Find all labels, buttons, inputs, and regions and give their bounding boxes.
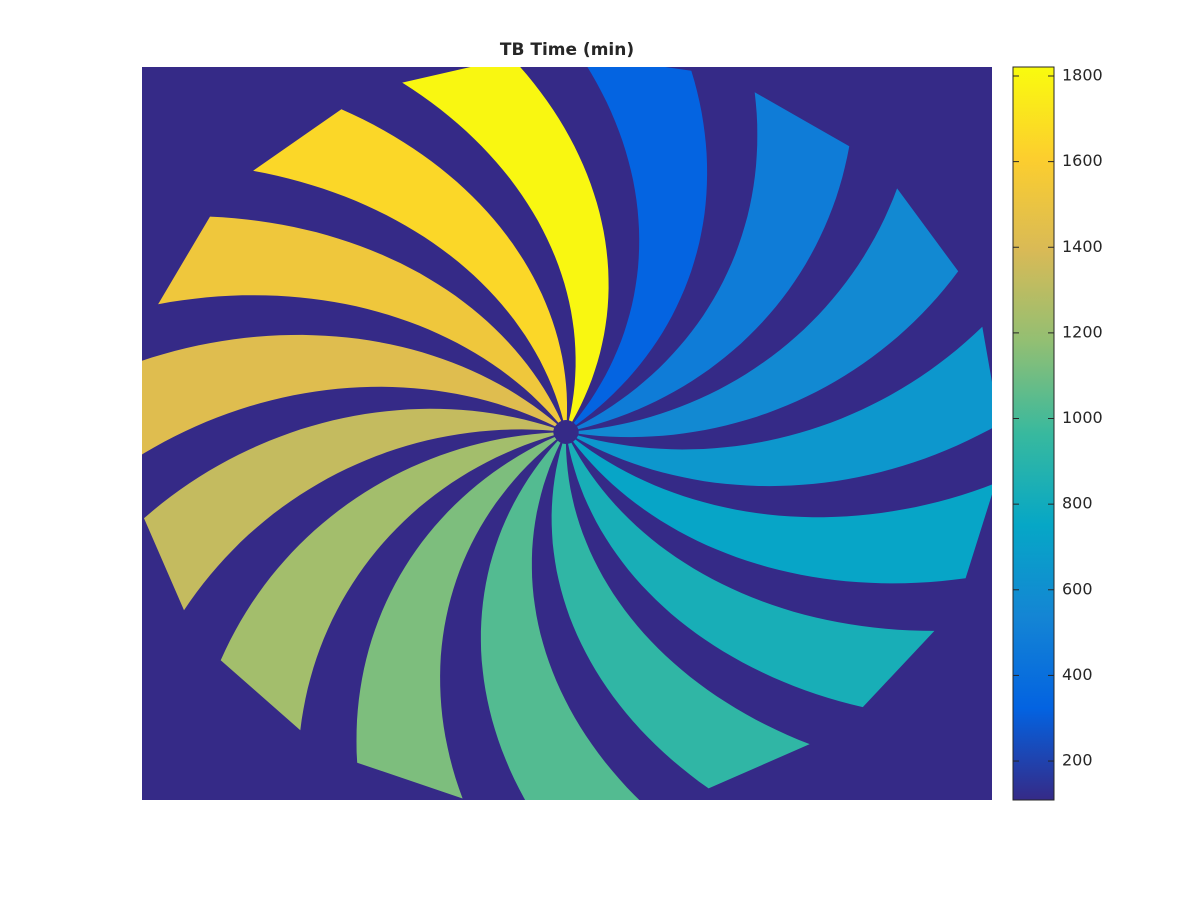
chart-title: TB Time (min): [500, 40, 634, 60]
blade: [142, 334, 558, 455]
colorbar-tick-label: 400: [1062, 665, 1093, 684]
blade: [576, 326, 992, 487]
blade: [253, 109, 567, 422]
colorbar-tick-label: 1600: [1062, 151, 1103, 170]
colorbar-tick-label: 1200: [1062, 322, 1103, 341]
blade: [144, 408, 555, 611]
blade: [551, 442, 810, 789]
colorbar-tick-label: 1000: [1062, 408, 1103, 427]
blade: [480, 440, 640, 800]
blade: [577, 92, 850, 430]
blade: [578, 188, 959, 438]
colorbar-tick-label: 200: [1062, 751, 1093, 770]
blade: [158, 216, 562, 423]
colorbar-tick-label: 1400: [1062, 237, 1103, 256]
colorbar: [1012, 66, 1055, 801]
blade: [567, 442, 935, 708]
blade: [356, 437, 557, 799]
colorbar-tick-label: 600: [1062, 579, 1093, 598]
colorbar-tick-label: 800: [1062, 494, 1093, 513]
blade: [402, 67, 609, 423]
center-hole: [554, 420, 578, 444]
colorbar-tick-label: 1800: [1062, 65, 1103, 84]
blade: [572, 439, 992, 584]
blade: [220, 432, 554, 731]
blade: [573, 67, 708, 426]
